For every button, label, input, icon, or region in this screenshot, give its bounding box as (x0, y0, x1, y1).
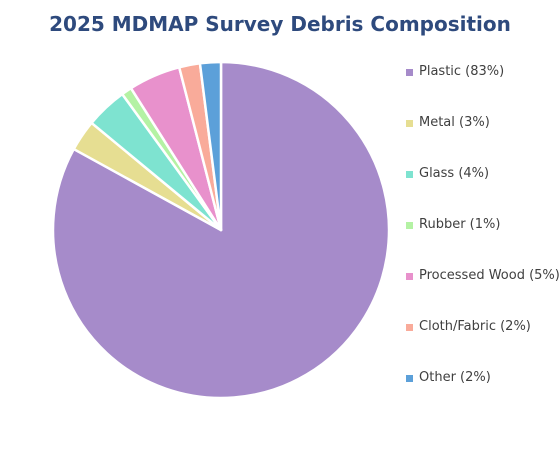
chart-title: 2025 MDMAP Survey Debris Composition (49, 12, 511, 36)
legend-swatch (406, 222, 413, 229)
legend-swatch (406, 171, 413, 178)
legend-swatch (406, 324, 413, 331)
legend-item-metal: Metal (3%) (406, 115, 560, 166)
pie-slice-other (198, 60, 223, 232)
legend-item-other: Other (2%) (406, 370, 560, 421)
legend-swatch (406, 120, 413, 127)
legend-item-processed-wood: Processed Wood (5%) (406, 268, 560, 319)
legend-label: Rubber (1%) (419, 217, 501, 232)
legend-item-glass: Glass (4%) (406, 166, 560, 217)
legend-label: Metal (3%) (419, 115, 490, 130)
pie-slices (51, 60, 391, 400)
legend-item-plastic: Plastic (83%) (406, 64, 560, 115)
legend-label: Glass (4%) (419, 166, 490, 181)
legend-item-cloth-fabric: Cloth/Fabric (2%) (406, 319, 560, 370)
chart-legend: Plastic (83%) Metal (3%) Glass (4%) Rubber … (406, 64, 560, 421)
legend-swatch (406, 69, 413, 76)
legend-label: Cloth/Fabric (2%) (419, 319, 531, 334)
legend-item-rubber: Rubber (1%) (406, 217, 560, 268)
legend-label: Other (2%) (419, 370, 491, 385)
pie-slice-plastic (51, 60, 391, 400)
legend-label: Processed Wood (5%) (419, 268, 560, 283)
legend-swatch (406, 273, 413, 280)
legend-swatch (406, 375, 413, 382)
legend-label: Plastic (83%) (419, 64, 505, 79)
